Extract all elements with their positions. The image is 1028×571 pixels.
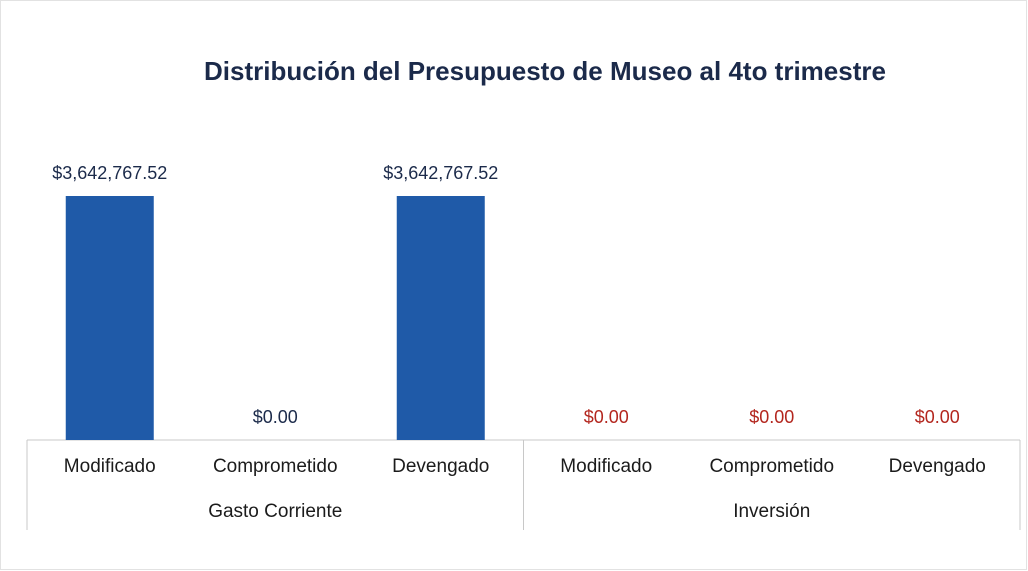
data-label: $0.00 — [915, 407, 960, 427]
x-tick-label: Comprometido — [709, 456, 834, 477]
data-label: $0.00 — [749, 407, 794, 427]
data-label: $3,642,767.52 — [383, 163, 498, 183]
data-label: $0.00 — [253, 407, 298, 427]
x-tick-label: Modificado — [64, 456, 156, 477]
x-tick-label: Comprometido — [213, 456, 338, 477]
chart-title: Distribución del Presupuesto de Museo al… — [204, 56, 886, 86]
bar — [396, 196, 485, 440]
data-label: $0.00 — [584, 407, 629, 427]
x-tick-label: Modificado — [560, 456, 652, 477]
x-tick-label: Devengado — [889, 456, 986, 477]
data-label: $3,642,767.52 — [52, 163, 167, 183]
x-tick-label: Devengado — [392, 456, 489, 477]
bar — [65, 196, 154, 440]
group-label: Inversión — [733, 501, 810, 522]
group-label: Gasto Corriente — [208, 501, 342, 522]
